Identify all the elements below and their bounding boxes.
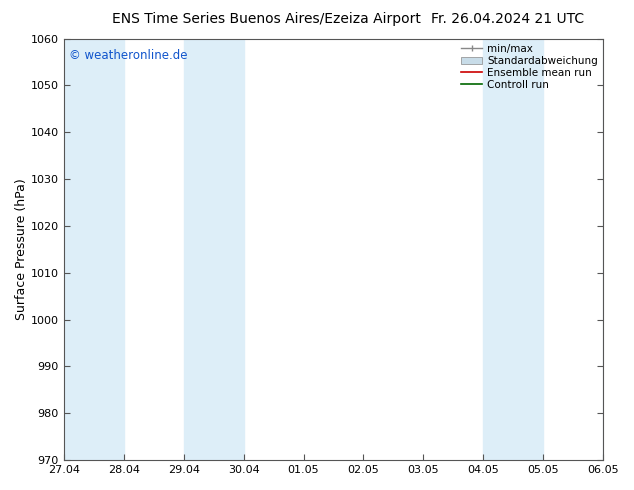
Legend: min/max, Standardabweichung, Ensemble mean run, Controll run: min/max, Standardabweichung, Ensemble me… (459, 42, 600, 92)
Text: ENS Time Series Buenos Aires/Ezeiza Airport: ENS Time Series Buenos Aires/Ezeiza Airp… (112, 12, 421, 26)
Y-axis label: Surface Pressure (hPa): Surface Pressure (hPa) (15, 178, 28, 320)
Bar (184, 39, 243, 460)
Bar (483, 39, 543, 460)
Text: Fr. 26.04.2024 21 UTC: Fr. 26.04.2024 21 UTC (430, 12, 584, 26)
Text: © weatheronline.de: © weatheronline.de (69, 49, 188, 62)
Bar (64, 39, 124, 460)
